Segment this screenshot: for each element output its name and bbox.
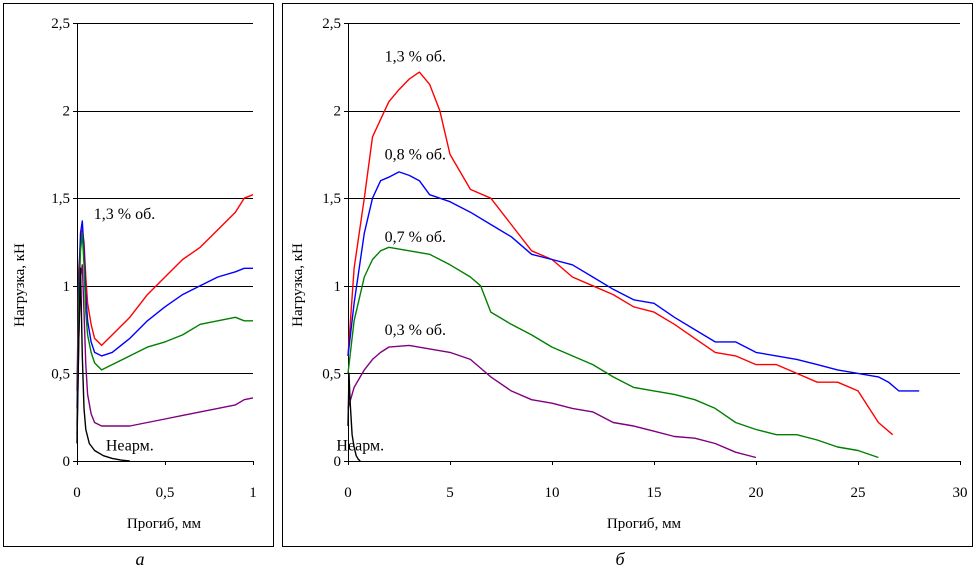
chart-b-series-line-2	[347, 246, 879, 459]
chart-a-series-line-3	[76, 264, 254, 435]
chart-b-grid	[348, 23, 960, 374]
chart-a-series-line-0	[76, 194, 254, 391]
chart-a-y-tick-label: 1,5	[51, 191, 70, 207]
chart-a-ticks: 0 0,5 1 1,5 2 2,5 0 0,5 1	[51, 16, 257, 501]
chart-b-ticks: 0 0,5 1 1,5 2 2,5 0 5 10 15 20 25 30	[322, 16, 967, 501]
chart-b-x-tick-label: 5	[446, 485, 454, 501]
chart-b-ylabel: Нагрузка, кН	[290, 243, 306, 327]
chart-a-y-tick-label: 0	[63, 454, 71, 470]
chart-a-annotation-0: 1,3 % об.	[94, 206, 155, 223]
chart-a-y-tick-label: 2	[63, 104, 71, 120]
chart-b-annotations: 1,3 % об. 0,8 % об. 0,7 % об. 0,3 % об. Неар…	[336, 49, 446, 455]
chart-panel-b: 0 0,5 1 1,5 2 2,5 0 5 10 15 20 25 30 1,3 % об. 0,8 % …	[290, 16, 968, 532]
chart-a-y-tick-label: 1	[63, 279, 71, 295]
chart-a-x-tick-label: 1	[249, 485, 257, 501]
chart-a-y-tick-label: 2,5	[51, 16, 70, 32]
chart-a-x-tick-label: 0,5	[156, 485, 175, 501]
chart-b-x-tick-label: 0	[344, 485, 352, 501]
chart-b-annotation-0: 1,3 % об.	[385, 49, 446, 66]
chart-a-axes	[73, 23, 254, 465]
chart-panel-a: 0 0,5 1 1,5 2 2,5 0 0,5 1 1,3 % об. Неарм. Прогиб…	[12, 16, 257, 532]
chart-a-grid	[77, 23, 253, 374]
chart-b-series-line-1	[347, 171, 920, 392]
panel-b-border	[282, 3, 973, 547]
chart-b-series-line-0	[347, 71, 894, 436]
chart-b-x-tick-label: 30	[953, 485, 968, 501]
chart-b-x-tick-label: 25	[851, 485, 866, 501]
chart-b-series-line-4	[347, 372, 361, 462]
chart-a-series	[76, 194, 254, 462]
chart-b-x-tick-label: 10	[545, 485, 560, 501]
chart-b-x-tick-label: 20	[749, 485, 764, 501]
chart-b-y-tick-label: 0	[334, 454, 342, 470]
caption-a: а	[136, 549, 145, 569]
chart-a-series-line-4	[76, 267, 130, 462]
chart-a-series-line-2	[76, 232, 253, 427]
chart-a-xlabel: Прогиб, мм	[127, 516, 202, 532]
chart-b-annotation-1: 0,8 % об.	[385, 147, 446, 164]
chart-b-y-tick-label: 2,5	[322, 16, 341, 32]
chart-b-annotation-2: 0,7 % об.	[385, 229, 446, 246]
chart-b-x-tick-label: 15	[647, 485, 662, 501]
caption-b: б	[615, 549, 625, 569]
chart-a-annotations: 1,3 % об. Неарм.	[94, 206, 155, 454]
chart-b-y-tick-label: 1	[334, 279, 342, 295]
panel-a-border	[3, 3, 274, 547]
chart-b-xlabel: Прогиб, мм	[607, 516, 682, 532]
chart-a-y-tick-label: 0,5	[51, 366, 70, 382]
chart-a-ylabel: Нагрузка, кН	[12, 243, 28, 327]
chart-b-series-line-3	[347, 344, 757, 459]
chart-b-y-tick-label: 0,5	[322, 366, 341, 382]
chart-a-x-tick-label: 0	[73, 485, 81, 501]
chart-b-annotation-4: Неарм.	[336, 437, 384, 454]
chart-b-annotation-3: 0,3 % об.	[385, 322, 446, 339]
chart-a-annotation-1: Неарм.	[106, 437, 154, 454]
chart-b-y-tick-label: 1,5	[322, 191, 341, 207]
chart-b-series	[347, 71, 920, 462]
chart-a-series-line-1	[76, 220, 253, 409]
chart-b-y-tick-label: 2	[334, 104, 342, 120]
